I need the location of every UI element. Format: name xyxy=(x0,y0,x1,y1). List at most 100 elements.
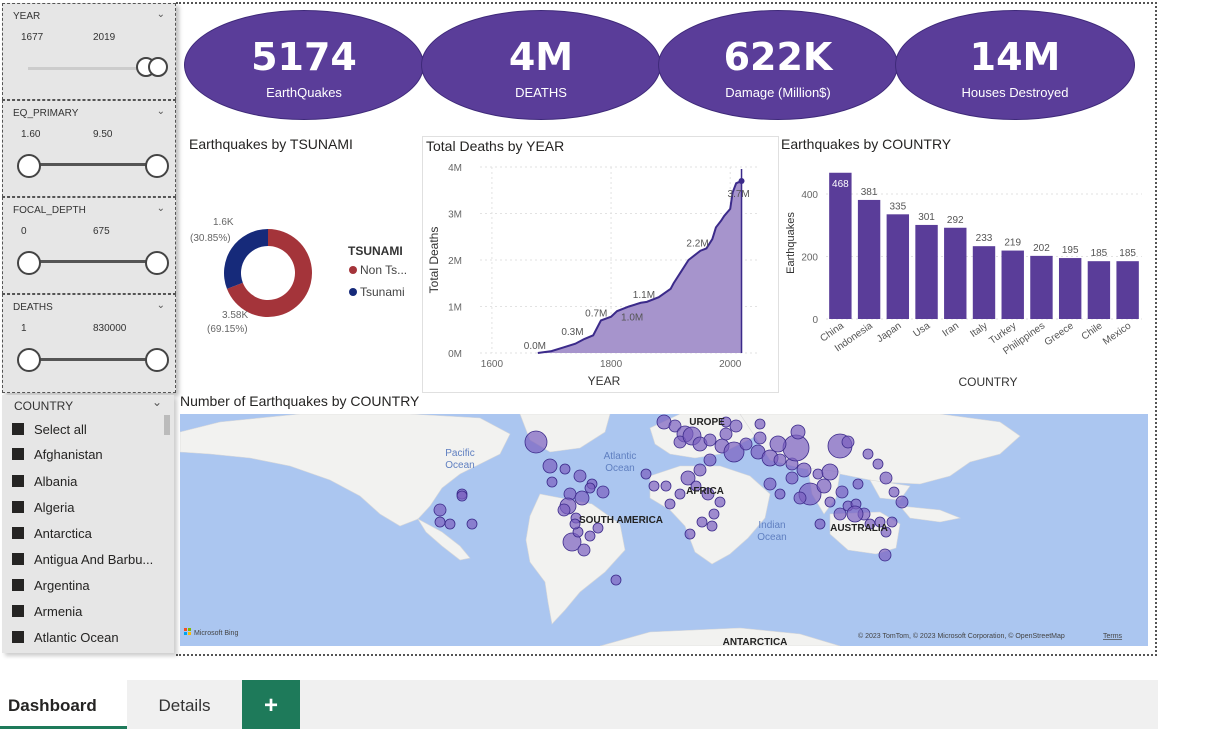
map-bubble[interactable] xyxy=(824,496,836,508)
slicer-eq-max-handle[interactable] xyxy=(145,154,169,178)
map-bubble[interactable] xyxy=(835,485,849,499)
map-bubble[interactable] xyxy=(821,463,839,481)
area-series-line[interactable] xyxy=(537,180,742,354)
bar-usa[interactable] xyxy=(915,224,938,319)
checkbox-icon[interactable] xyxy=(12,631,24,643)
map-bubble[interactable] xyxy=(812,468,824,480)
bar-china[interactable] xyxy=(829,172,852,319)
map-bubble[interactable] xyxy=(557,503,571,517)
area-end-marker[interactable] xyxy=(738,177,745,184)
map-bubble[interactable] xyxy=(542,458,558,474)
bar-greece[interactable] xyxy=(1058,258,1082,319)
map-bubble[interactable] xyxy=(879,471,893,485)
slicer-eq-primary[interactable]: EQ_PRIMARY ⌄ 1.60 9.50 xyxy=(2,100,176,197)
list-item[interactable]: Atlantic Ocean xyxy=(12,630,119,645)
map-bubble[interactable] xyxy=(574,490,590,506)
map-bubble[interactable] xyxy=(573,469,587,483)
map-bubble[interactable] xyxy=(433,503,447,517)
map-bubble[interactable] xyxy=(640,468,652,480)
map-bubble[interactable] xyxy=(729,419,743,433)
map-bubble[interactable] xyxy=(706,520,718,532)
kpi-earthquakes[interactable]: 5174 EarthQuakes xyxy=(184,10,424,120)
checkbox-icon[interactable] xyxy=(12,553,24,565)
checkbox-icon[interactable] xyxy=(12,605,24,617)
slicer-eq-min-handle[interactable] xyxy=(17,154,41,178)
checkbox-icon[interactable] xyxy=(12,527,24,539)
map-bubble[interactable] xyxy=(668,419,682,433)
map-bubble[interactable] xyxy=(466,518,478,530)
map-bubble[interactable] xyxy=(888,486,900,498)
map-bubble[interactable] xyxy=(680,470,696,486)
country-slicer[interactable]: COUNTRY ⌄ Select all Afghanistan Albania… xyxy=(2,395,174,653)
map-bubble[interactable] xyxy=(610,574,622,586)
map-bubble[interactable] xyxy=(664,498,676,510)
list-item[interactable]: Armenia xyxy=(12,604,82,619)
list-item[interactable]: Afghanistan xyxy=(12,447,103,462)
map-bubble[interactable] xyxy=(596,485,610,499)
bar-philippines[interactable] xyxy=(1030,255,1053,319)
map-bubble[interactable] xyxy=(769,435,787,453)
bar-japan[interactable] xyxy=(886,214,910,319)
list-item[interactable]: Select all xyxy=(12,422,87,437)
checkbox-icon[interactable] xyxy=(12,579,24,591)
slicer-eq-min[interactable]: 1.60 xyxy=(21,129,41,140)
map-bubble[interactable] xyxy=(693,463,707,477)
map-bubble[interactable] xyxy=(753,431,767,445)
slicer-deaths-min-handle[interactable] xyxy=(17,348,41,372)
slicer-year-track[interactable] xyxy=(28,67,148,70)
list-item[interactable]: Antigua And Barbu... xyxy=(12,552,153,567)
map-bubble[interactable] xyxy=(444,518,456,530)
checkbox-icon[interactable] xyxy=(12,448,24,460)
map-bubble[interactable] xyxy=(524,430,548,454)
map-bubble[interactable] xyxy=(660,480,672,492)
donut-slice-tsunami[interactable] xyxy=(224,229,268,289)
map-bubble[interactable] xyxy=(696,516,708,528)
slicer-deaths-min[interactable]: 1 xyxy=(21,323,27,334)
map-bubble[interactable] xyxy=(862,448,874,460)
map-bubble[interactable] xyxy=(577,543,591,557)
bar-mexico[interactable] xyxy=(1116,261,1139,319)
checkbox-icon[interactable] xyxy=(12,475,24,487)
kpi-damage[interactable]: 622K Damage (Million$) xyxy=(658,10,898,120)
map-bubble[interactable] xyxy=(886,516,898,528)
slicer-focal-min-handle[interactable] xyxy=(17,251,41,275)
list-item[interactable]: Antarctica xyxy=(12,526,92,541)
map-bubble[interactable] xyxy=(790,424,806,440)
slicer-focal-depth[interactable]: FOCAL_DEPTH ⌄ 0 675 xyxy=(2,197,176,294)
list-item[interactable]: Algeria xyxy=(12,500,74,515)
chevron-down-icon[interactable]: ⌄ xyxy=(156,106,165,117)
slicer-deaths-track[interactable] xyxy=(28,358,158,361)
map-bubble[interactable] xyxy=(703,433,717,447)
map-bubble[interactable] xyxy=(793,491,807,505)
slicer-year-min[interactable]: 1677 xyxy=(21,32,44,43)
map-terms-link[interactable]: Terms xyxy=(1103,633,1123,640)
map-bubble[interactable] xyxy=(708,508,720,520)
map-bubble[interactable] xyxy=(434,516,446,528)
map-bubble[interactable] xyxy=(584,530,596,542)
map-bubble[interactable] xyxy=(763,477,777,491)
map-bubble[interactable] xyxy=(774,488,786,500)
map-bubble[interactable] xyxy=(773,453,787,467)
country-slicer-scrollbar[interactable] xyxy=(164,415,170,435)
slicer-focal-max[interactable]: 675 xyxy=(93,226,110,237)
bar-indonesia[interactable] xyxy=(857,199,881,319)
map-bubble[interactable] xyxy=(720,416,732,428)
map-bubble[interactable] xyxy=(754,418,766,430)
list-item[interactable]: Argentina xyxy=(12,578,90,593)
slicer-focal-min[interactable]: 0 xyxy=(21,226,27,237)
chevron-down-icon[interactable]: ⌄ xyxy=(156,300,165,311)
map-bubble[interactable] xyxy=(690,480,702,492)
map-bubble[interactable] xyxy=(796,462,812,478)
add-page-button[interactable]: + xyxy=(242,680,300,729)
map-bubble[interactable] xyxy=(714,496,726,508)
slicer-focal-max-handle[interactable] xyxy=(145,251,169,275)
slicer-deaths[interactable]: DEATHS ⌄ 1 830000 xyxy=(2,294,176,393)
map-bubble[interactable] xyxy=(559,463,571,475)
map-bubble[interactable] xyxy=(880,526,892,538)
slicer-year-max-handle[interactable] xyxy=(148,57,168,77)
donut-chart[interactable]: 1.6K (30.85%) 3.58K (69.15%) TSUNAMI Non… xyxy=(180,155,420,355)
map-bubble[interactable] xyxy=(701,487,715,501)
slicer-deaths-max-handle[interactable] xyxy=(145,348,169,372)
map-bubble[interactable] xyxy=(878,548,892,562)
